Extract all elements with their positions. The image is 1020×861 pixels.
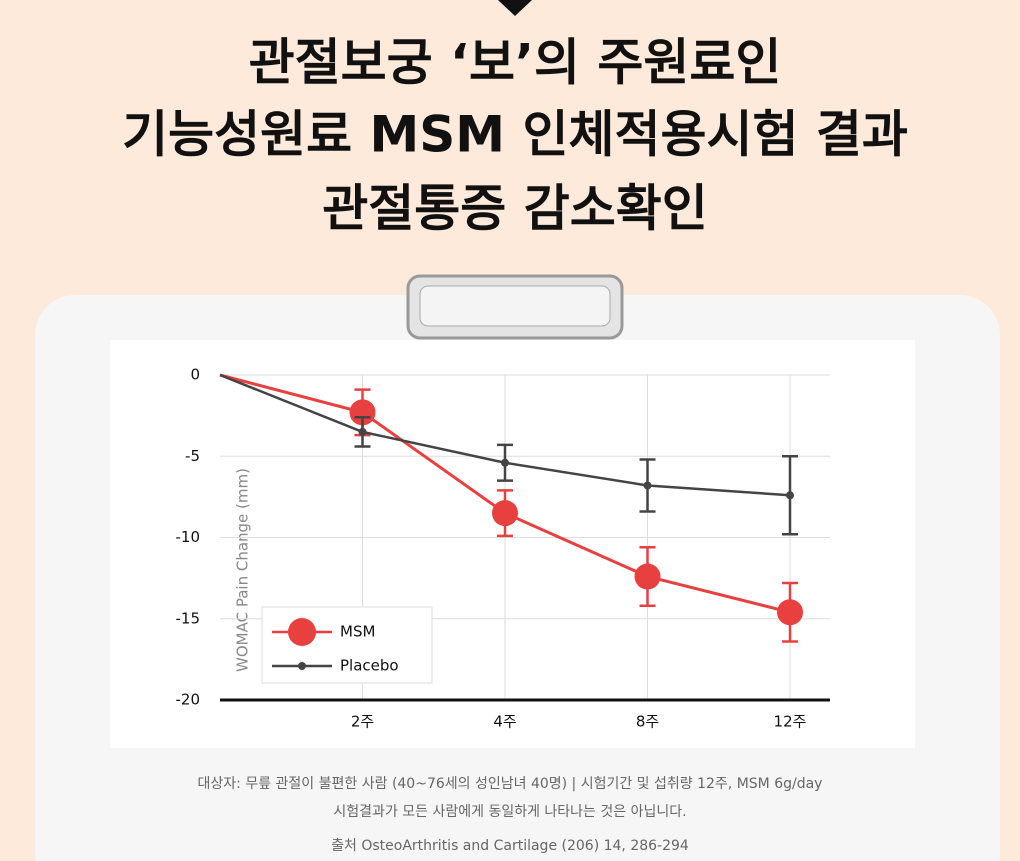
arrow [498, 0, 532, 16]
legend-box [261, 606, 433, 684]
point [777, 599, 803, 626]
y-tick-label: 0 [190, 366, 200, 384]
x-tick-label: 12주 [774, 713, 807, 731]
legend-marker [288, 618, 316, 646]
point [643, 481, 652, 490]
note: 대상자: 무릎 관절이 불편한 사람 (40~76세의 성인남녀 40명) | … [198, 776, 823, 792]
note: 출처 OsteoArthritis and Cartilage (206) 14… [331, 838, 689, 854]
headline: 관절보궁 ‘보’의 주원료인 [249, 34, 782, 92]
y-tick-label: -10 [176, 528, 201, 546]
clip-inner [419, 285, 611, 327]
y-tick-label: -15 [176, 609, 201, 627]
point [786, 491, 794, 500]
point [358, 427, 367, 436]
legend-label: MSM [340, 623, 375, 641]
point [501, 458, 509, 467]
x-tick-label: 4주 [493, 713, 516, 731]
point [492, 500, 518, 527]
headline: 관절통증 감소확인 [322, 180, 707, 238]
y-tick-label: -20 [176, 691, 201, 709]
headline: 기능성원료 MSM 인체적용시험 결과 [122, 106, 908, 164]
note: 시험결과가 모든 사람에게 동일하게 나타나는 것은 아닙니다. [333, 804, 686, 820]
point [349, 399, 376, 426]
x-tick-label: 8주 [636, 713, 659, 731]
y-axis-label: WOMAC Pain Change (mm) [234, 468, 252, 672]
legend-marker [298, 662, 306, 670]
plot-panel [110, 340, 915, 748]
x-tick-label: 2주 [351, 713, 374, 731]
legend-label: Placebo [340, 657, 399, 675]
point [634, 563, 661, 590]
y-tick-label: -5 [185, 447, 200, 465]
